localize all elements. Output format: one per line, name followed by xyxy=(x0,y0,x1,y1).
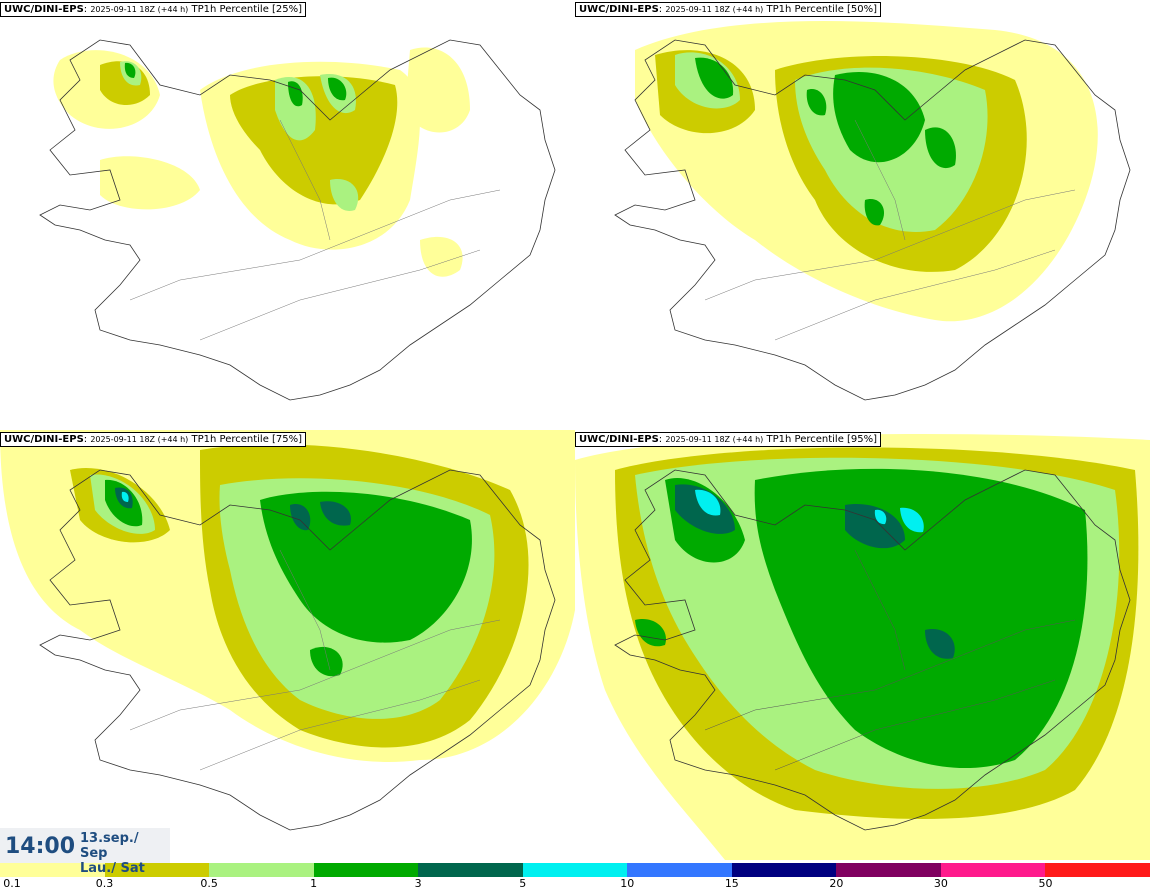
colorbar-segment xyxy=(0,863,105,877)
colorbar-tick-label: 3 xyxy=(414,877,422,890)
colorbar-segment xyxy=(836,863,941,877)
panel-title: UWC/DINI-EPS: 2025-09-11 18Z (+44 h) TP1… xyxy=(575,432,882,447)
colorbar-segment xyxy=(313,863,419,877)
iceland-outline xyxy=(39,469,556,831)
model-source: UWC/DINI-EPS xyxy=(4,4,84,15)
precip-field xyxy=(0,430,575,762)
valid-time-clock: 14:00 xyxy=(5,834,76,859)
precip-field xyxy=(53,47,470,277)
colorbar-segment xyxy=(1045,863,1150,877)
colorbar-tick-label: 0.3 xyxy=(95,877,114,890)
map-panel-p75: UWC/DINI-EPS: 2025-09-11 18Z (+44 h) TP1… xyxy=(0,430,575,860)
model-source: UWC/DINI-EPS xyxy=(579,434,659,445)
iceland-outline xyxy=(614,469,1131,831)
colorbar xyxy=(0,863,1150,877)
iceland-outline xyxy=(39,39,556,401)
percentile-title: TP1h Percentile [50%] xyxy=(766,4,878,15)
colorbar-segment xyxy=(627,863,732,877)
colorbar-tick-label: 0.1 xyxy=(3,877,21,890)
colorbar-tick-label: 0.5 xyxy=(200,877,218,890)
colorbar-segment xyxy=(104,863,210,877)
valid-time-date: 13.sep./ Sep Lau./ Sat xyxy=(80,831,170,876)
model-source: UWC/DINI-EPS xyxy=(4,434,84,445)
colorbar-segment xyxy=(940,863,1046,877)
valid-time-box: 14:00 13.sep./ Sep Lau./ Sat xyxy=(0,828,170,876)
map-panel-p95: UWC/DINI-EPS: 2025-09-11 18Z (+44 h) TP1… xyxy=(575,430,1150,860)
run-time: 2025-09-11 18Z (+44 h) xyxy=(90,5,189,14)
run-time: 2025-09-11 18Z (+44 h) xyxy=(665,435,764,444)
model-source: UWC/DINI-EPS xyxy=(579,4,659,15)
colorbar-segment xyxy=(522,863,628,877)
colorbar-ticks: 0.1 0.3 0.5 1 3 5 10 15 20 30 50 xyxy=(0,877,1150,891)
panel-title: UWC/DINI-EPS: 2025-09-11 18Z (+44 h) TP1… xyxy=(575,2,882,17)
colorbar-tick-label: 1 xyxy=(310,877,318,890)
panel-title: UWC/DINI-EPS: 2025-09-11 18Z (+44 h) TP1… xyxy=(0,2,307,17)
percentile-title: TP1h Percentile [75%] xyxy=(191,434,303,445)
day-line: Lau./ Sat xyxy=(80,861,145,876)
map-panel-p50: UWC/DINI-EPS: 2025-09-11 18Z (+44 h) TP1… xyxy=(575,0,1150,430)
colorbar-tick-label: 15 xyxy=(724,877,739,890)
panel-title: UWC/DINI-EPS: 2025-09-11 18Z (+44 h) TP1… xyxy=(0,432,307,447)
colorbar-segment xyxy=(731,863,837,877)
percentile-title: TP1h Percentile [25%] xyxy=(191,4,303,15)
colorbar-segment xyxy=(209,863,314,877)
precip-map-p75 xyxy=(0,430,575,831)
colorbar-segment xyxy=(418,863,523,877)
map-panel-p25: UWC/DINI-EPS: 2025-09-11 18Z (+44 h) TP1… xyxy=(0,0,575,430)
iceland-outline xyxy=(614,39,1131,401)
precip-map-p25 xyxy=(39,39,556,401)
precip-map-p95 xyxy=(575,434,1150,860)
date-line: 13.sep./ Sep xyxy=(80,831,139,861)
percentile-title: TP1h Percentile [95%] xyxy=(766,434,878,445)
precip-map-p50 xyxy=(614,21,1131,401)
colorbar-tick-label: 20 xyxy=(829,877,844,890)
colorbar-tick-label: 10 xyxy=(620,877,635,890)
precip-field xyxy=(635,21,1098,322)
run-time: 2025-09-11 18Z (+44 h) xyxy=(665,5,764,14)
precip-field xyxy=(575,434,1150,860)
run-time: 2025-09-11 18Z (+44 h) xyxy=(90,435,189,444)
colorbar-tick-label: 50 xyxy=(1038,877,1053,890)
colorbar-tick-label: 30 xyxy=(933,877,948,890)
colorbar-tick-label: 5 xyxy=(519,877,527,890)
